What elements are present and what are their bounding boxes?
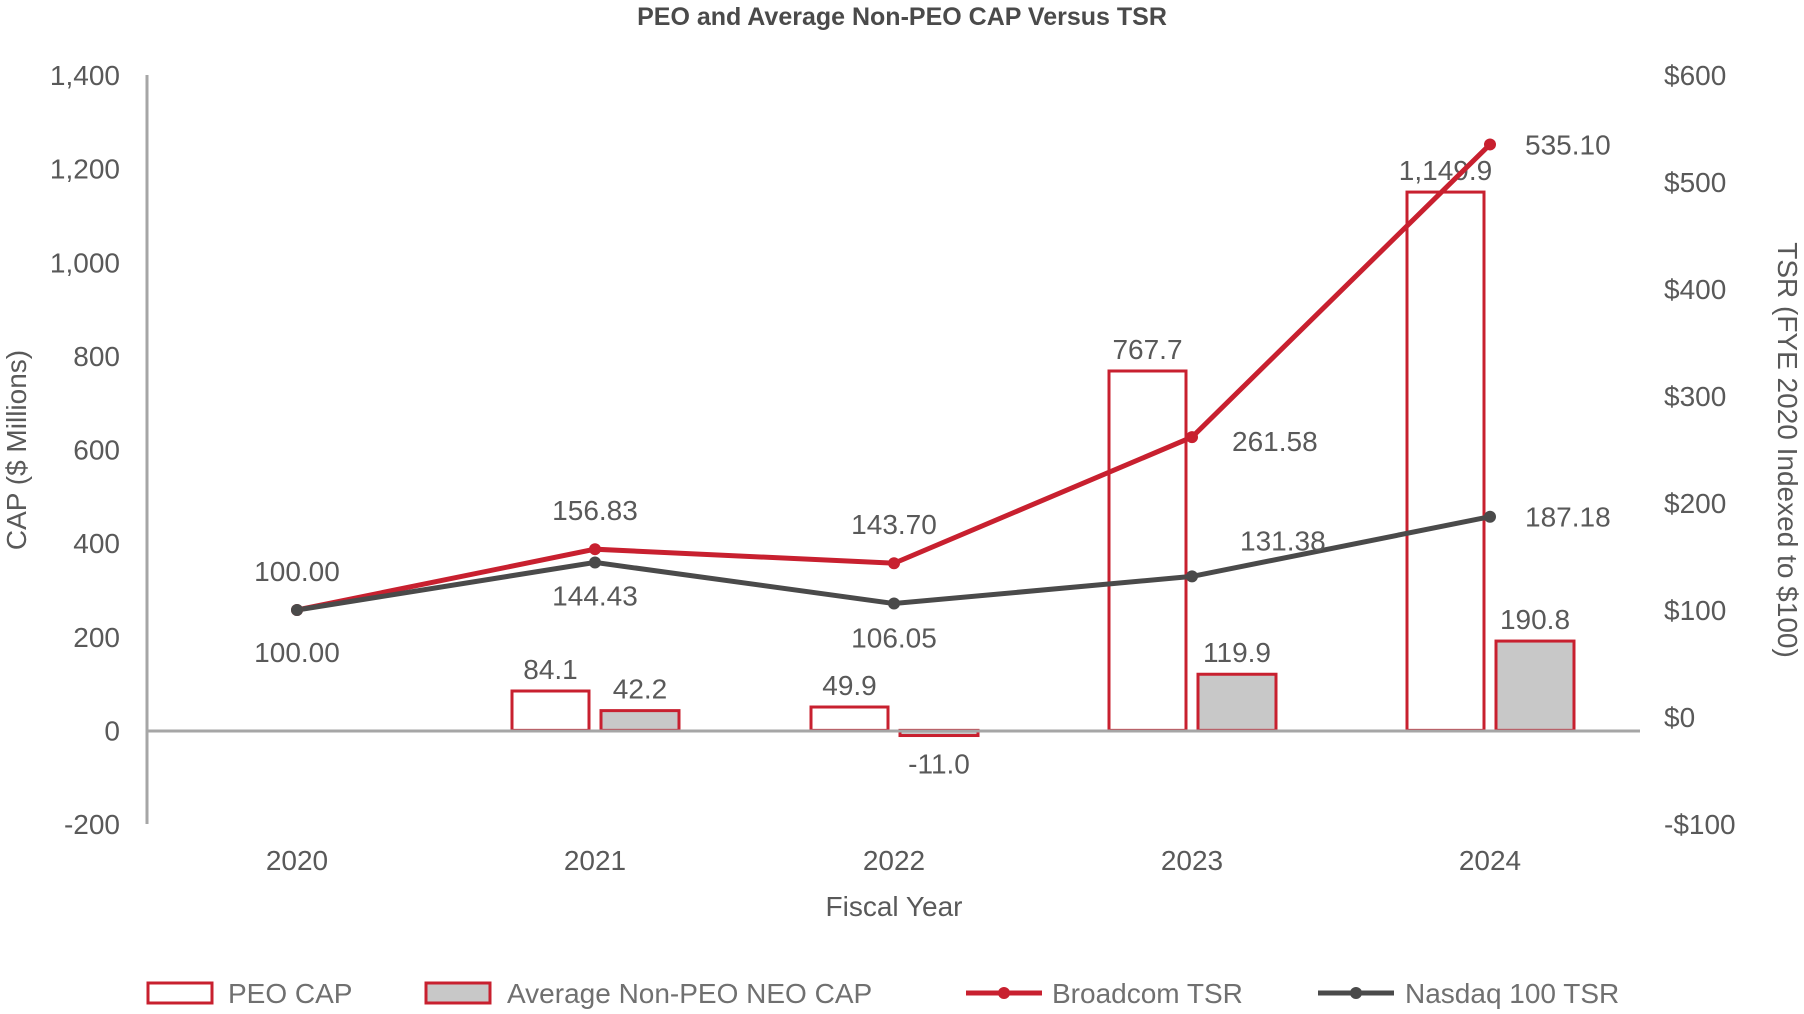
line-nasdaq-tsr-marker (1484, 510, 1496, 523)
line-broadcom-tsr-data-label: 143.70 (851, 509, 937, 540)
bar-non-peo-cap-data-label: 190.8 (1500, 604, 1570, 635)
legend-label-peo-cap: PEO CAP (228, 978, 352, 1009)
x-tick-label: 2022 (863, 845, 925, 876)
legend-label-broadcom-tsr: Broadcom TSR (1052, 978, 1243, 1009)
y-tick-label: 1,000 (50, 247, 120, 278)
y2-tick-label: $200 (1664, 488, 1726, 519)
bar-non-peo-cap-data-label: -11.0 (908, 749, 970, 780)
legend: PEO CAP Average Non-PEO NEO CAP Broadcom… (146, 978, 1619, 1009)
y-tick-label: 1,400 (50, 60, 120, 91)
bar-peo-cap (1107, 369, 1188, 732)
bar-peo-cap-data-label: 1,149.9 (1399, 155, 1492, 186)
line-broadcom-tsr-marker (1484, 138, 1496, 151)
legend-swatch-peo-cap (146, 981, 214, 1005)
line-broadcom-tsr-data-label: 535.10 (1525, 129, 1611, 160)
x-tick-label: 2021 (564, 845, 626, 876)
line-nasdaq-tsr-marker (1186, 570, 1198, 583)
y2-tick-label: $500 (1664, 167, 1726, 198)
bar-non-peo-cap-data-label: 119.9 (1203, 637, 1271, 668)
bar-peo-cap-data-label: 84.1 (523, 654, 578, 685)
y2-tick-label: $0 (1664, 702, 1695, 733)
bar-non-peo-cap (599, 709, 681, 732)
line-nasdaq-tsr-data-label: 131.38 (1240, 525, 1326, 556)
x-tick-label: 2023 (1161, 845, 1223, 876)
y2-axis-label: TSR (FYE 2020 Indexed to $100) (1772, 242, 1803, 658)
y2-tick-label: $600 (1664, 60, 1726, 91)
y-tick-label: 600 (73, 435, 120, 466)
x-tick-label: 2020 (266, 845, 328, 876)
bar-non-peo-cap (1196, 672, 1278, 732)
legend-label-nasdaq-tsr: Nasdaq 100 TSR (1405, 978, 1619, 1009)
bar-peo-cap (809, 705, 890, 732)
bar-peo-cap-data-label: 49.9 (822, 670, 877, 701)
line-nasdaq-tsr-marker (589, 556, 601, 569)
y-tick-label: 1,200 (50, 154, 120, 185)
legend-marker-nasdaq-tsr (1350, 987, 1362, 999)
bar-non-peo-cap-data-label: 42.2 (613, 674, 668, 705)
legend-label-non-peo-cap: Average Non-PEO NEO CAP (507, 978, 872, 1009)
line-nasdaq-tsr-marker (888, 597, 900, 610)
bar-peo-cap (1405, 190, 1486, 732)
y-axis-label: CAP ($ Millions) (1, 350, 32, 550)
line-broadcom-tsr-data-label: 156.83 (552, 495, 638, 526)
line-nasdaq-tsr-data-label: 144.43 (552, 580, 638, 611)
y2-tick-label: $100 (1664, 595, 1726, 626)
bar-peo-cap (510, 689, 591, 732)
bar-non-peo-cap (1494, 639, 1576, 732)
line-nasdaq-tsr-data-label: 100.00 (254, 637, 340, 668)
line-nasdaq-tsr-marker (291, 604, 303, 616)
line-broadcom-tsr-data-label: 100.00 (254, 556, 340, 587)
y-tick-label: -200 (64, 809, 120, 840)
y-tick-label: 400 (73, 528, 120, 559)
y2-tick-label: -$100 (1664, 809, 1736, 840)
line-broadcom-tsr-marker (888, 557, 900, 570)
line-broadcom-tsr-data-label: 261.58 (1232, 426, 1318, 457)
y-tick-label: 800 (73, 341, 120, 372)
legend-swatch-non-peo-cap (424, 981, 492, 1005)
legend-marker-broadcom-tsr (998, 987, 1010, 999)
chart-title: PEO and Average Non-PEO CAP Versus TSR (637, 3, 1167, 31)
line-broadcom-tsr-marker (589, 543, 601, 556)
y2-tick-label: $300 (1664, 381, 1726, 412)
bar-peo-cap-data-label: 767.7 (1112, 334, 1182, 365)
y-tick-label: 0 (104, 715, 120, 746)
x-axis-label: Fiscal Year (826, 891, 963, 922)
y2-tick-label: $400 (1664, 274, 1726, 305)
line-nasdaq-tsr-data-label: 106.05 (851, 623, 937, 654)
y-tick-label: 200 (73, 622, 120, 653)
line-nasdaq-tsr-data-label: 187.18 (1525, 502, 1611, 533)
line-broadcom-tsr-marker (1186, 431, 1198, 444)
x-tick-label: 2024 (1459, 845, 1521, 876)
